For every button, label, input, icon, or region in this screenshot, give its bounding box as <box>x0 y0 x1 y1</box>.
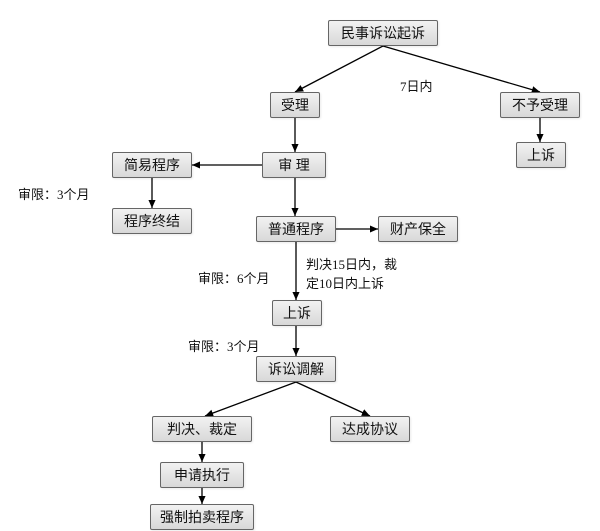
node-judgment: 判决、裁定 <box>152 416 252 442</box>
node-end_simple: 程序终结 <box>112 208 192 234</box>
node-trial: 审 理 <box>262 152 326 178</box>
node-simple: 简易程序 <box>112 152 192 178</box>
label-limit3a: 审限：3个月 <box>18 184 90 203</box>
node-mediate: 诉讼调解 <box>256 356 336 382</box>
edge-mediate-judge <box>205 382 296 416</box>
node-appeal_r: 上诉 <box>516 142 566 168</box>
node-accept: 受理 <box>270 92 320 118</box>
node-normal: 普通程序 <box>256 216 336 242</box>
label-limit3b: 审限：3个月 <box>188 336 260 355</box>
label-within7: 7日内 <box>400 76 433 95</box>
node-reject: 不予受理 <box>500 92 580 118</box>
label-limit6: 审限：6个月 <box>198 268 270 287</box>
label-judge15: 判决15日内，裁 定10日内上诉 <box>306 254 397 292</box>
node-appeal: 上诉 <box>272 300 322 326</box>
edge-start-accept <box>295 46 383 92</box>
node-enforce: 申请执行 <box>160 462 244 488</box>
node-auction: 强制拍卖程序 <box>150 504 254 530</box>
node-preserve: 财产保全 <box>378 216 458 242</box>
node-agreement: 达成协议 <box>330 416 410 442</box>
node-start: 民事诉讼起诉 <box>328 20 438 46</box>
edge-mediate-agree <box>296 382 370 416</box>
